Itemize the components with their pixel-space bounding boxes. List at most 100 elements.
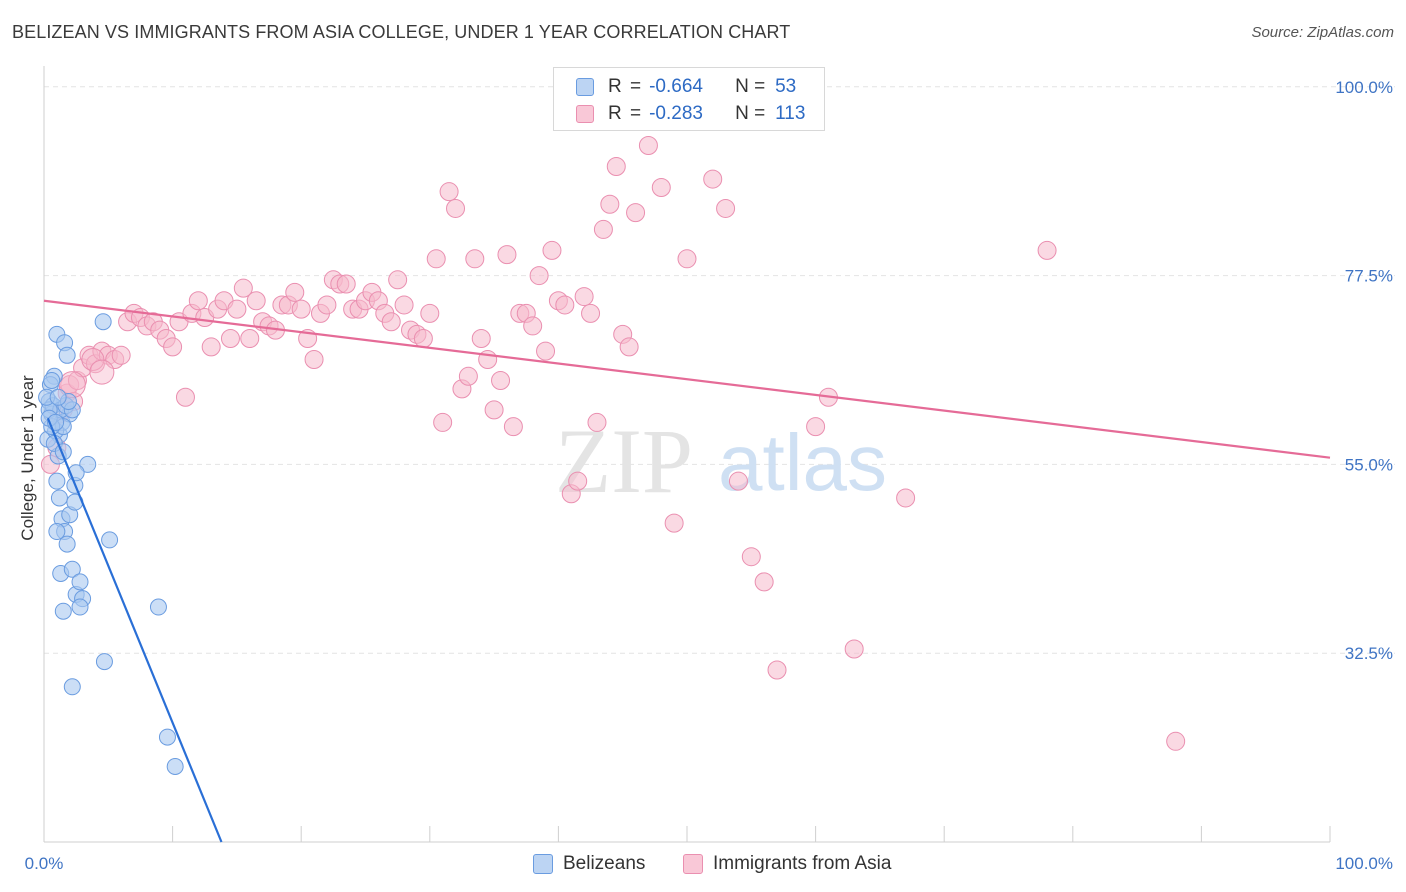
data-point-asia	[111, 345, 131, 365]
legend-r-eq: =	[630, 76, 642, 97]
data-point-asia	[728, 471, 748, 491]
data-point-asia	[446, 198, 466, 218]
data-point-asia	[201, 337, 221, 357]
legend-r-label: R	[608, 76, 622, 97]
data-point-asia	[291, 299, 311, 319]
bottom-legend-swatch-belizeans	[533, 854, 553, 874]
data-point-asia	[439, 182, 459, 202]
trend-line-belizeans	[46, 417, 223, 843]
data-point-asia	[581, 303, 601, 323]
data-point-asia	[574, 287, 594, 307]
data-point-asia	[896, 488, 916, 508]
data-point-asia	[806, 417, 826, 437]
data-point-asia	[381, 312, 401, 332]
data-point-asia	[163, 337, 183, 357]
y-axis-title: College, Under 1 year	[18, 375, 37, 541]
data-point-asia	[529, 266, 549, 286]
data-point-asia	[651, 177, 671, 197]
watermark: ZIP atlas	[555, 410, 887, 512]
data-point-belizeans	[43, 371, 61, 389]
data-point-asia	[503, 417, 523, 437]
watermark-atlas: atlas	[718, 418, 887, 507]
data-point-asia	[536, 341, 556, 361]
data-point-asia	[81, 348, 105, 371]
data-point-asia	[388, 270, 408, 290]
legend-row-asia: R = -0.283 N = 113	[576, 103, 805, 125]
bottom-legend-asia[interactable]: Immigrants from Asia	[683, 852, 891, 876]
data-point-belizeans	[158, 728, 176, 746]
data-point-asia	[754, 572, 774, 592]
bottom-legend-belizeans[interactable]: Belizeans	[533, 852, 645, 876]
data-point-asia	[426, 249, 446, 269]
data-point-asia	[433, 412, 453, 432]
data-point-asia	[188, 291, 208, 311]
y-tick-label: 77.5%	[1345, 267, 1393, 286]
trend-line-asia	[43, 299, 1331, 459]
data-point-belizeans	[63, 678, 81, 696]
axes	[43, 66, 1331, 843]
data-point-asia	[491, 370, 511, 390]
data-point-belizeans	[95, 653, 113, 671]
data-point-asia	[664, 513, 684, 533]
data-point-asia	[304, 350, 324, 369]
data-point-belizeans	[71, 573, 89, 591]
legend-r-eq: =	[630, 103, 642, 124]
data-point-asia	[465, 249, 485, 269]
data-point-asia	[240, 329, 260, 349]
data-point-asia	[741, 547, 761, 567]
trend-lines	[43, 299, 1331, 843]
data-point-asia	[497, 245, 517, 265]
data-point-asia	[703, 169, 723, 189]
bottom-legend-label-asia: Immigrants from Asia	[713, 853, 892, 874]
data-point-belizeans	[49, 388, 67, 406]
data-point-belizeans	[58, 535, 76, 553]
data-point-asia	[587, 412, 607, 432]
data-point-belizeans	[50, 489, 68, 507]
data-point-belizeans	[54, 602, 72, 620]
data-point-asia	[523, 316, 543, 336]
data-point-asia	[458, 366, 478, 386]
chart-title: BELIZEAN VS IMMIGRANTS FROM ASIA COLLEGE…	[12, 22, 791, 42]
bottom-legend-swatch-asia	[683, 854, 703, 874]
y-tick-label: 100.0%	[1335, 78, 1393, 97]
data-point-asia	[413, 329, 433, 349]
y-tick-labels: 100.0% 77.5% 55.0% 32.5%	[1335, 78, 1393, 663]
data-point-asia	[89, 359, 115, 385]
y-tick-label: 55.0%	[1345, 455, 1393, 474]
bottom-legend-label-belizeans: Belizeans	[563, 853, 646, 874]
data-point-asia	[716, 198, 736, 218]
data-point-asia	[600, 194, 620, 214]
x-tick-label: 0.0%	[25, 854, 64, 873]
data-point-asia	[285, 282, 305, 302]
source-label: Source: ZipAtlas.com	[1251, 24, 1394, 41]
data-point-asia	[246, 291, 266, 311]
data-point-belizeans	[63, 560, 81, 578]
data-point-belizeans	[48, 523, 66, 541]
data-point-asia	[175, 387, 195, 407]
data-point-asia	[844, 639, 864, 659]
data-point-belizeans	[58, 346, 76, 364]
data-point-asia	[336, 274, 356, 294]
x-tick-label: 100.0%	[1335, 854, 1393, 873]
data-point-belizeans	[166, 757, 184, 775]
stats-legend: R = -0.664 N = 53 R = -0.283 N = 113	[553, 67, 825, 131]
legend-n-label: N =	[735, 103, 766, 124]
data-point-asia	[233, 278, 253, 298]
data-point-asia	[420, 303, 440, 323]
grid-lines	[44, 86, 1395, 654]
data-point-asia	[394, 295, 414, 315]
data-point-asia	[542, 240, 562, 260]
legend-n-value-asia: 113	[775, 103, 806, 124]
legend-r-value-asia: -0.283	[649, 103, 703, 124]
data-point-asia	[677, 249, 697, 269]
x-tick-labels: 0.0% 100.0%	[25, 854, 1393, 873]
data-point-asia	[767, 660, 787, 680]
data-point-asia	[606, 157, 626, 176]
data-point-asia	[220, 329, 240, 349]
data-point-asia	[1166, 731, 1186, 751]
legend-r-value-belizeans: -0.664	[649, 76, 703, 97]
legend-swatch-belizeans	[576, 78, 594, 96]
legend-row-belizeans: R = -0.664 N = 53	[576, 76, 796, 98]
data-point-asia	[484, 400, 504, 420]
